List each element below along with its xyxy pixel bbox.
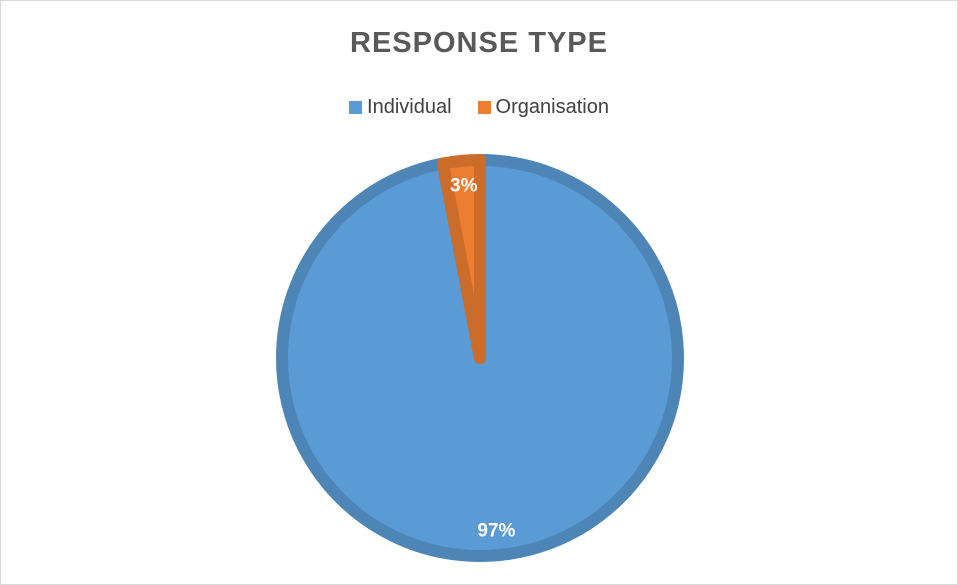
legend-swatch-organisation [477,101,491,114]
legend-item-individual: Individual [349,96,452,119]
legend-label-organisation: Organisation [495,96,609,118]
pie-data-labels: 97% 3% [450,176,515,542]
data-label-organisation: 3% [450,176,478,197]
legend-item-organisation: Organisation [477,96,609,119]
legend-swatch-individual [349,101,363,114]
pie-slice-organisation [436,154,486,364]
chart-title: RESPONSE TYPE [350,27,608,59]
data-label-individual: 97% [477,520,515,541]
pie-slices [276,154,684,562]
legend-label-individual: Individual [367,96,452,118]
legend: Individual Organisation [1,96,957,119]
